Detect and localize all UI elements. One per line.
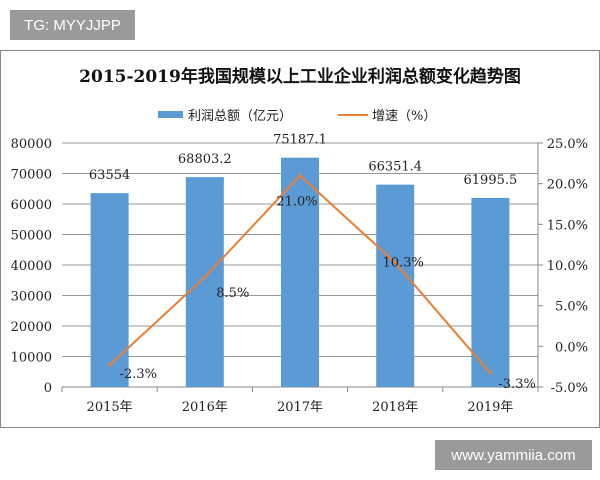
line-point xyxy=(393,261,397,265)
right-tick-label: 20.0% xyxy=(547,178,588,193)
bar-data-label: 61995.5 xyxy=(464,173,518,188)
x-tick-label: 2019年 xyxy=(467,400,513,415)
right-tick-label: 5.0% xyxy=(555,300,588,315)
line-data-label: -2.3% xyxy=(120,367,157,382)
x-tick-label: 2017年 xyxy=(277,400,323,415)
x-tick-label: 2016年 xyxy=(182,400,228,415)
right-tick-label: -5.0% xyxy=(551,381,588,396)
bar xyxy=(281,157,319,387)
line-point xyxy=(298,174,302,178)
watermark-site: www.yammiia.com xyxy=(435,440,592,470)
bar xyxy=(185,177,224,387)
bar-data-label: 66351.4 xyxy=(368,160,422,175)
right-tick-label: 10.0% xyxy=(547,259,588,274)
left-tick-label: 20000 xyxy=(11,320,52,335)
bar-data-label: 75187.1 xyxy=(273,133,327,148)
line-data-label: -3.3% xyxy=(498,377,535,392)
left-tick-label: 80000 xyxy=(11,137,52,152)
right-tick-label: 25.0% xyxy=(547,137,588,152)
watermark-tg: TG: MYYJJPP xyxy=(10,10,135,40)
line-data-label: 10.3% xyxy=(383,256,424,271)
line-data-label: 8.5% xyxy=(216,286,249,301)
legend-bar-swatch xyxy=(158,111,183,118)
x-tick-label: 2018年 xyxy=(372,400,418,415)
right-tick-label: 15.0% xyxy=(547,218,588,233)
left-tick-label: 30000 xyxy=(11,290,52,305)
x-tick-label: 2015年 xyxy=(87,400,133,415)
left-tick-label: 50000 xyxy=(11,229,52,244)
bar xyxy=(90,193,129,387)
left-tick-label: 0 xyxy=(44,381,52,396)
left-tick-label: 70000 xyxy=(11,168,52,183)
line-point xyxy=(203,275,207,279)
bar xyxy=(471,197,510,387)
legend-line-label: 增速（%） xyxy=(372,109,436,124)
right-tick-label: 0.0% xyxy=(555,340,588,355)
left-tick-label: 10000 xyxy=(11,351,52,366)
legend-bar-label: 利润总额（亿元） xyxy=(188,109,292,124)
left-tick-label: 60000 xyxy=(11,198,52,213)
bar-data-label: 68803.2 xyxy=(178,152,232,167)
chart-title: 2015-2019年我国规模以上工业企业利润总额变化趋势图 xyxy=(79,66,521,87)
line-data-label: 21.0% xyxy=(276,195,317,210)
bar-data-label: 63554 xyxy=(89,168,130,183)
bar xyxy=(376,184,415,387)
line-point xyxy=(108,363,112,367)
left-tick-label: 40000 xyxy=(11,259,52,274)
line-point xyxy=(488,371,492,375)
